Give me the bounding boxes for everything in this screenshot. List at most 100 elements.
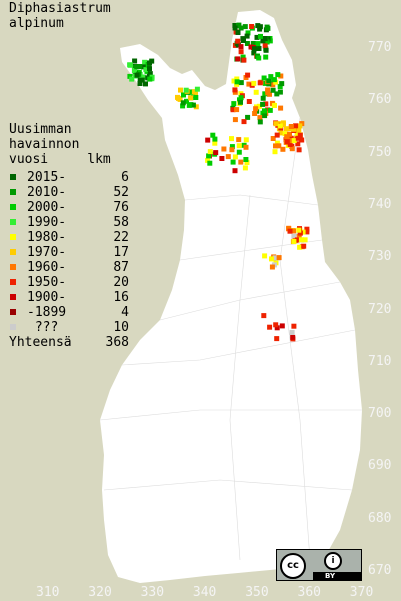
y-tick-label: 730 [368,249,392,265]
legend-total: Yhteensä 368 [9,335,129,350]
observation-dot [225,154,231,160]
observation-dot [238,95,244,101]
observation-dot [246,99,252,104]
observation-dot [181,92,186,98]
observation-dot [205,157,211,163]
by-icon: i [324,552,342,570]
observation-dot [278,105,284,111]
observation-dot [253,106,259,112]
observation-dot [235,23,241,29]
observation-dot [294,237,300,243]
observation-dot [191,89,197,95]
observation-dot [142,59,148,65]
observation-dot [291,233,297,239]
observation-dot [294,131,300,137]
observation-dot [206,153,212,159]
observation-dot [277,123,283,129]
observation-dot [238,49,244,55]
observation-dot [277,89,283,95]
observation-dot [297,132,303,138]
observation-dot [232,168,238,174]
legend-swatch [10,324,16,330]
y-tick-label: 770 [368,40,392,55]
observation-dot [255,41,261,47]
observation-dot [295,135,301,141]
total-label: Yhteensä [9,335,72,350]
x-tick-label: 310 [36,585,60,600]
observation-dot [291,228,297,234]
observation-dot [205,137,211,143]
legend-row: 2010- 52 [9,185,129,200]
legend-swatch [10,219,16,225]
observation-dot [180,100,186,106]
observation-dot [238,25,244,31]
observation-dot [229,147,235,153]
legend-row: 1970- 17 [9,245,129,260]
observation-dot [276,143,282,149]
observation-dot [245,72,251,78]
observation-dot [178,87,183,93]
legend-count: 87 [113,260,129,275]
observation-dot [265,107,271,113]
observation-dot [304,229,310,235]
observation-dot [269,264,275,270]
y-tick-label: 690 [368,458,392,474]
region-borders [99,117,362,561]
observation-dot [234,81,240,87]
license-text: BY [325,572,336,580]
legend-count: 52 [113,185,129,200]
observation-dot [275,72,281,78]
observation-dot [207,149,213,155]
observation-dot [232,154,238,160]
observation-dot [273,143,278,149]
observation-dot [293,123,299,129]
cc-by-license-badge[interactable]: cc i BY [276,549,362,581]
observation-dot [261,313,267,319]
observation-dot [278,130,284,136]
observation-dot [234,76,240,82]
observation-dot [284,126,289,132]
observation-dot [207,160,213,166]
observation-dot [244,41,250,46]
observation-dot [137,81,143,86]
observation-dot [147,71,153,77]
legend-row: 1990- 58 [9,215,129,230]
observation-dot [243,137,249,143]
observation-dot [249,24,255,29]
legend-count: 58 [113,215,129,230]
observation-dots [127,22,310,342]
observation-dot [246,81,252,87]
observation-dot [139,77,145,83]
observation-dot [147,66,152,72]
legend-row: 1960- 87 [9,260,129,275]
observation-dot [277,84,283,90]
observation-dot [190,102,196,108]
observation-dot [232,25,238,31]
observation-dot [265,87,271,93]
legend-row: -1899 4 [9,305,129,320]
total-count: 368 [105,335,129,350]
observation-dot [302,237,308,243]
y-tick-label: 680 [368,510,392,526]
y-tick-label: 700 [368,406,392,422]
finland-landmass [100,10,362,583]
x-tick-label: 320 [88,585,112,600]
observation-dot [258,33,263,39]
x-tick-label: 350 [245,585,269,600]
observation-dot [297,244,303,250]
observation-dot [238,80,244,86]
observation-dot [263,101,269,107]
legend-row: ??? 10 [9,320,129,335]
observation-dot [296,233,302,239]
observation-dot [272,255,278,261]
observation-dot [291,239,297,244]
observation-dot [304,226,310,232]
observation-dot [251,50,257,56]
observation-dot [270,136,276,141]
observation-dot [256,46,262,51]
observation-dot [188,95,194,101]
observation-dot [219,156,225,161]
observation-dot [262,253,268,259]
observation-dot [253,89,259,95]
observation-dot [295,141,301,147]
